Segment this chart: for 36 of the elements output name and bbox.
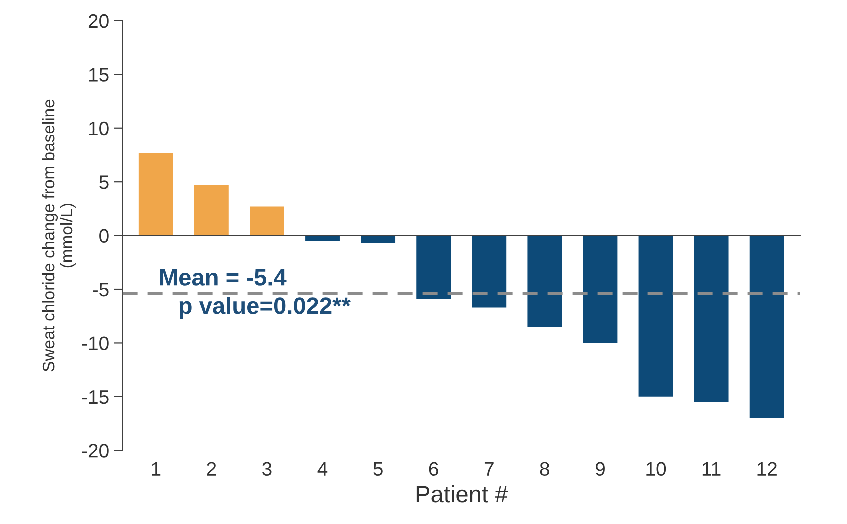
- x-tick-label: 10: [646, 462, 666, 476]
- x-tick-label: 11: [702, 462, 721, 476]
- bar: [638, 236, 674, 397]
- x-tick-label: 6: [429, 462, 438, 476]
- y-tick-label: -15: [82, 390, 109, 404]
- x-tick-label: 9: [596, 462, 605, 476]
- y-tick-label: -10: [82, 336, 109, 350]
- x-tick-label: 8: [540, 462, 550, 476]
- annotation: p value=0.022**: [180, 297, 351, 320]
- y-tick-label: 0: [100, 229, 109, 244]
- y-tick-label: -20: [82, 444, 109, 458]
- x-tick-label: 12: [758, 462, 777, 476]
- bar: [750, 236, 784, 418]
- y-tick-label: 10: [89, 122, 109, 136]
- bar: [416, 236, 452, 300]
- bar: [694, 236, 729, 402]
- ref-line-label: Mean = -5.4: [160, 269, 287, 286]
- bar: [194, 185, 229, 236]
- y-axis-title: Sweat chloride change from baseline (mmol/L): [42, 100, 76, 372]
- x-tick-label: 5: [374, 462, 383, 476]
- y-tick-label: 20: [88, 14, 109, 28]
- bar: [528, 236, 562, 328]
- x-tick-label: 7: [484, 462, 494, 476]
- x-tick-label: 2: [207, 462, 216, 476]
- x-tick-label: 3: [262, 462, 272, 476]
- y-tick-label: -5: [93, 283, 109, 297]
- x-tick-label: 4: [318, 462, 328, 476]
- bar: [138, 153, 174, 236]
- bar: [472, 236, 507, 308]
- y-tick-label: 15: [89, 68, 109, 82]
- bar: [583, 236, 618, 344]
- x-tick-label: 1: [152, 462, 161, 476]
- y-tick-label: 5: [100, 176, 109, 190]
- x-axis-title: Patient #: [416, 485, 508, 503]
- bar: [250, 206, 284, 236]
- bar: [361, 236, 396, 244]
